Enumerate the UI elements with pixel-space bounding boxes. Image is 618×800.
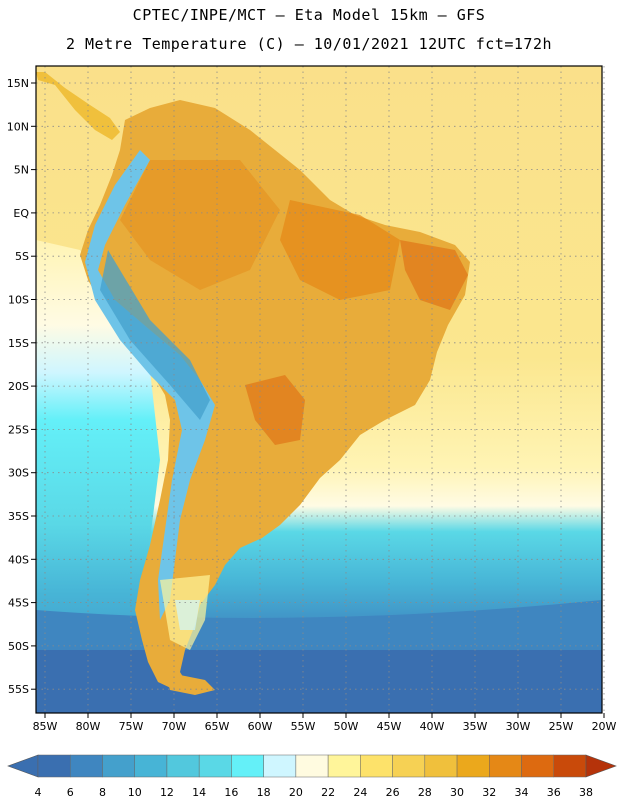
lat-label: 55S [8,683,29,696]
colorbar-segment [295,754,329,778]
colorbar-segment [69,754,103,778]
lon-label: 20W [592,720,617,733]
colorbar-tick-label: 24 [353,786,367,799]
lon-label: 50W [334,720,359,733]
colorbar-segment [231,754,264,778]
colorbar-arrow-right [585,754,617,778]
colorbar-tick-label: 12 [160,786,174,799]
map-frame [35,65,603,714]
lat-label: 25S [8,423,29,436]
colorbar-tick-label: 16 [224,786,238,799]
lat-label: 40S [8,553,29,566]
colorbar-segment [263,754,297,778]
central-america-land [36,72,120,140]
lat-label: 10N [7,120,29,133]
colorbar-segment [456,754,490,778]
colorbar-tick-label: 10 [128,786,142,799]
colorbar-segment [360,754,393,778]
map-subtitle: 2 Metre Temperature (C) — 10/01/2021 12U… [65,35,553,53]
colorbar-segment [424,754,458,778]
lat-label: 45S [8,597,29,610]
southern-ocean-cold [36,650,602,713]
lat-label: 5S [15,250,29,263]
colorbar-tick-label: 28 [418,786,432,799]
lat-label: 20S [8,380,29,393]
colorbar-tick-label: 20 [289,786,303,799]
colorbar-segment [134,754,168,778]
lon-label: 85W [33,720,58,733]
latitude-labels: 15N 10N 5N EQ 5S 10S 15S 20S 25S 30S 35S 40S 45S 50S 5… [7,77,36,696]
lon-label: 70W [162,720,187,733]
lon-label: 30W [506,720,531,733]
lon-label: 25W [549,720,574,733]
lat-label: 5N [14,164,29,177]
longitude-labels: 85W 80W 75W 70W 65W 60W 55W 50W 45W 40W 35W 30W 25W 2… [33,713,617,733]
colorbar-segment [521,754,555,778]
lon-label: 65W [205,720,230,733]
lon-label: 55W [291,720,316,733]
colorbar-segment [198,754,232,778]
pacific-cool-field [36,240,160,713]
colorbar-tick-label: 36 [547,786,561,799]
lon-label: 75W [119,720,144,733]
colorbar-tick-label: 6 [67,786,74,799]
lat-label: EQ [13,207,29,220]
colorbar-segment [553,754,587,778]
colorbar-tick-label: 8 [99,786,106,799]
lon-label: 60W [248,720,273,733]
lon-label: 35W [463,720,488,733]
lat-label: 15N [7,77,29,90]
graticule [36,66,605,713]
colorbar-segment [166,754,200,778]
lon-label: 40W [420,720,445,733]
lat-label: 30S [8,467,29,480]
lat-label: 35S [8,510,29,523]
colorbar-arrow-left [7,754,39,778]
colorbar-tick-label: 14 [192,786,206,799]
lon-label: 45W [377,720,402,733]
colorbar-segment [102,754,135,778]
colorbar-tick-label: 34 [515,786,529,799]
lat-label: 15S [8,337,29,350]
colorbar-segment [392,754,426,778]
lat-label: 50S [8,640,29,653]
lon-label: 80W [76,720,101,733]
colorbar-ticks: 4 6 8 10 12 14 16 18 20 22 24 26 28 30 32 34 36 38 [35,786,594,799]
colorbar-segment [37,754,71,778]
colorbar-segment [327,754,361,778]
lat-label: 10S [8,294,29,307]
colorbar-tick-label: 30 [450,786,464,799]
andes-cold-ridge [85,150,215,620]
colorbar-tick-label: 26 [386,786,400,799]
colorbar-segment [489,754,522,778]
colorbar-tick-label: 32 [482,786,496,799]
colorbar [7,754,617,778]
colorbar-tick-label: 22 [321,786,335,799]
colorbar-tick-label: 38 [579,786,593,799]
colorbar-tick-label: 4 [35,786,42,799]
colorbar-tick-label: 18 [257,786,271,799]
map-title: CPTEC/INPE/MCT — Eta Model 15km — GFS [132,6,486,24]
